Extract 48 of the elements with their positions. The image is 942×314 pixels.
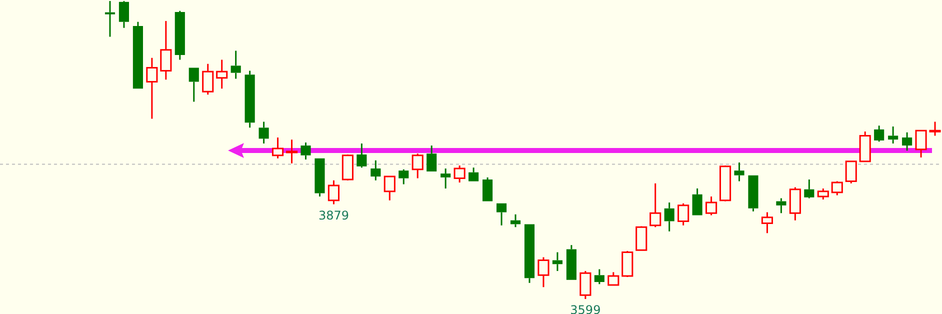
candlestick (538, 256, 550, 288)
candlestick (734, 162, 744, 182)
candlestick (300, 142, 311, 160)
candlestick (132, 21, 143, 89)
annotation: 3599 (570, 303, 601, 314)
candlestick (915, 130, 927, 158)
candlestick (356, 142, 367, 168)
candlestick (286, 138, 298, 164)
candlestick (258, 120, 269, 144)
candlestick (412, 152, 424, 180)
candlestick (272, 136, 284, 160)
candlestick (902, 132, 912, 152)
candlestick (789, 186, 801, 222)
candlestick (594, 268, 604, 285)
candlestick (230, 50, 241, 80)
candlestick (608, 271, 620, 286)
candlestick (440, 168, 451, 190)
candlestick (650, 182, 662, 228)
candlestick (496, 203, 507, 226)
candlestick (370, 160, 381, 182)
candlestick (510, 214, 521, 228)
candlestick (202, 63, 214, 96)
candlestick (104, 0, 116, 38)
candlestick (174, 10, 185, 60)
candlestick (524, 224, 535, 284)
candlestick (748, 175, 758, 212)
candlestick (384, 176, 396, 202)
candlestick (188, 68, 199, 102)
candlestick (804, 178, 814, 200)
candlestick (314, 158, 325, 198)
candlestick (888, 126, 898, 144)
candlestick (160, 20, 172, 80)
candlestick (398, 168, 409, 186)
candlestick (552, 251, 562, 272)
candlestick (118, 0, 130, 29)
candlestick (664, 202, 674, 232)
candlestick (566, 244, 576, 280)
candlestick (146, 57, 158, 120)
candlestick (874, 124, 884, 142)
candlestick (692, 188, 702, 216)
candlestick (761, 212, 773, 234)
candlestick (244, 70, 255, 128)
candlestick (216, 58, 228, 90)
candlestick (482, 176, 493, 202)
candlestick (468, 166, 479, 182)
candlestick (426, 144, 437, 172)
candlestick (776, 198, 786, 214)
annotation: 3879 (318, 208, 349, 222)
